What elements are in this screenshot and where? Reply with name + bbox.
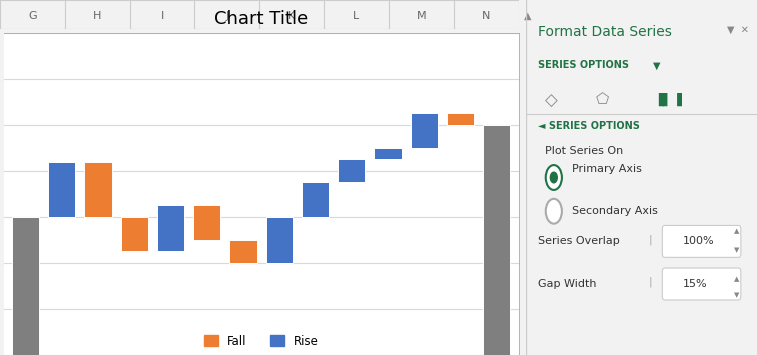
Bar <box>375 148 402 159</box>
Text: ⬠: ⬠ <box>595 92 609 107</box>
Bar <box>338 159 366 182</box>
Bar <box>266 217 293 263</box>
Text: I: I <box>160 11 164 21</box>
Text: ◇: ◇ <box>544 92 557 110</box>
Bar <box>193 205 220 240</box>
Text: J: J <box>226 11 229 21</box>
Bar <box>85 162 111 217</box>
FancyBboxPatch shape <box>662 268 741 300</box>
Text: |: | <box>649 234 652 245</box>
Text: G: G <box>28 11 37 21</box>
Bar <box>411 113 438 148</box>
Bar <box>157 205 184 251</box>
Text: ▼: ▼ <box>734 292 740 297</box>
Text: N: N <box>482 11 491 21</box>
Circle shape <box>546 165 562 190</box>
Text: ◄ SERIES OPTIONS: ◄ SERIES OPTIONS <box>537 121 640 131</box>
Text: Gap Width: Gap Width <box>537 279 597 289</box>
Text: 15%: 15% <box>683 279 708 289</box>
Bar <box>302 182 329 217</box>
Text: M: M <box>416 11 426 21</box>
Circle shape <box>546 199 562 224</box>
Text: Primary Axis: Primary Axis <box>572 164 642 174</box>
Text: Plot Series On: Plot Series On <box>544 146 623 155</box>
Bar <box>483 125 510 355</box>
Bar <box>120 217 148 251</box>
Text: Format Data Series: Format Data Series <box>537 25 671 39</box>
Text: Secondary Axis: Secondary Axis <box>572 206 658 216</box>
Text: |: | <box>649 277 652 288</box>
Text: K: K <box>288 11 295 21</box>
Text: ▼  ✕: ▼ ✕ <box>727 25 749 35</box>
Bar <box>48 162 76 217</box>
Bar <box>229 240 257 263</box>
Text: ▐▌▐: ▐▌▐ <box>653 92 682 105</box>
Bar <box>447 113 474 125</box>
Bar <box>12 217 39 355</box>
Text: H: H <box>93 11 101 21</box>
Circle shape <box>550 172 557 183</box>
Text: ▲: ▲ <box>734 276 740 282</box>
Text: L: L <box>354 11 360 21</box>
Text: SERIES OPTIONS: SERIES OPTIONS <box>537 60 628 70</box>
Legend: Fall, Rise: Fall, Rise <box>199 330 323 352</box>
Text: ▼: ▼ <box>734 247 740 253</box>
Text: ▲: ▲ <box>734 228 740 234</box>
Text: ▼: ▼ <box>653 60 661 70</box>
FancyBboxPatch shape <box>662 225 741 257</box>
Text: Series Overlap: Series Overlap <box>537 236 619 246</box>
Text: ▲: ▲ <box>524 11 531 21</box>
Text: 100%: 100% <box>683 236 715 246</box>
Title: Chart Title: Chart Title <box>214 10 308 28</box>
